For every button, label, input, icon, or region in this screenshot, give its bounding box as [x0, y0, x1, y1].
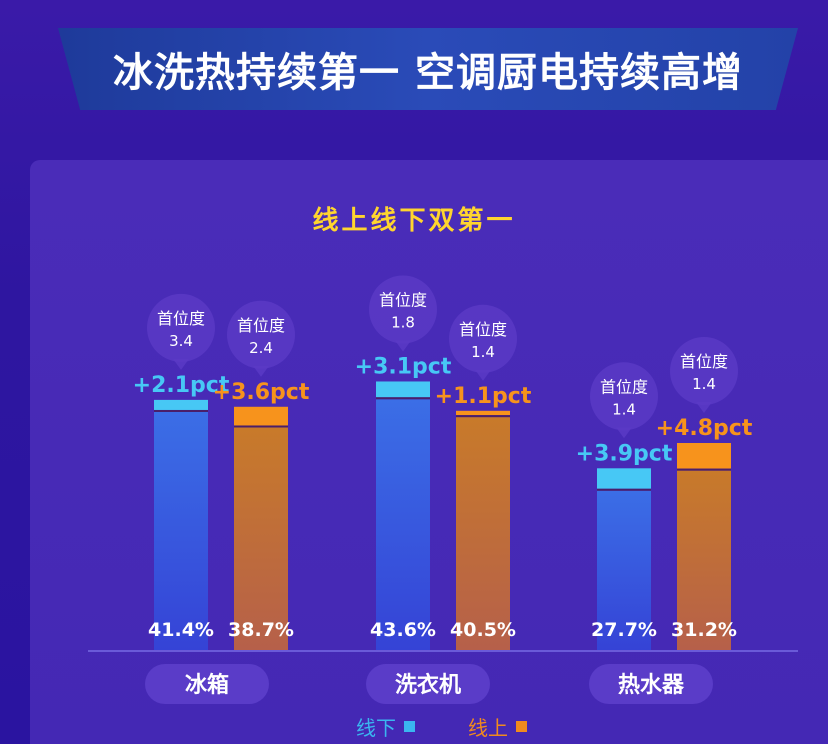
page-title: 冰洗热持续第一 空调厨电持续高增	[113, 50, 743, 96]
bar	[456, 417, 510, 650]
change-label: +4.8pct	[656, 416, 753, 441]
lead-caption: 首位度	[379, 290, 427, 309]
change-label: +1.1pct	[435, 384, 532, 409]
legend-item-online: 线上	[468, 712, 527, 741]
change-label: +2.1pct	[133, 373, 230, 398]
bar	[154, 411, 208, 650]
legend-label-online: 线上	[468, 716, 508, 740]
bar-increase	[597, 468, 651, 489]
lead-bubble-pointer	[616, 427, 632, 439]
lead-caption: 首位度	[600, 377, 648, 396]
bar	[234, 427, 288, 650]
value-label: 41.4%	[148, 619, 214, 641]
category-pill	[366, 664, 490, 704]
legend-label-offline: 线下	[356, 716, 396, 740]
lead-bubble	[227, 300, 295, 369]
lead-bubble-pointer	[173, 358, 189, 370]
legend-swatch-offline	[404, 721, 415, 732]
category-label: 洗衣机	[395, 672, 461, 698]
value-label: 38.7%	[228, 619, 294, 641]
bar-increase	[456, 410, 510, 416]
lead-caption: 首位度	[680, 352, 728, 371]
title-banner	[58, 28, 798, 110]
value-label: 43.6%	[370, 619, 436, 641]
lead-bubble	[369, 275, 437, 344]
lead-caption: 首位度	[237, 316, 285, 335]
value-label: 31.2%	[671, 619, 737, 641]
lead-value: 1.4	[471, 343, 495, 361]
lead-value: 1.4	[692, 375, 716, 393]
legend: 线下 线上	[0, 712, 828, 740]
legend-item-offline: 线下	[356, 712, 415, 741]
lead-bubble-pointer	[395, 340, 411, 352]
bar	[597, 490, 651, 650]
chart-title: 线上线下双第一	[312, 206, 516, 236]
category-pill	[589, 664, 713, 704]
lead-value: 3.4	[169, 332, 193, 350]
lead-caption: 首位度	[459, 320, 507, 339]
category-label: 冰箱	[185, 672, 229, 698]
lead-bubble-pointer	[253, 365, 269, 377]
lead-bubble	[449, 304, 517, 373]
lead-caption: 首位度	[157, 309, 205, 328]
lead-bubble	[147, 293, 215, 362]
category-label: 热水器	[618, 672, 685, 698]
bar-increase	[677, 443, 731, 469]
legend-swatch-online	[516, 721, 527, 732]
value-label: 40.5%	[450, 619, 516, 641]
lead-bubble	[670, 337, 738, 405]
lead-bubble-pointer	[696, 402, 712, 413]
lead-value: 1.4	[612, 400, 636, 418]
bar-increase	[234, 406, 288, 426]
lead-value: 1.8	[391, 313, 415, 331]
lead-bubble	[590, 362, 658, 431]
change-label: +3.9pct	[576, 441, 673, 466]
change-label: +3.1pct	[355, 354, 452, 379]
change-label: +3.6pct	[213, 380, 310, 405]
bar	[376, 399, 430, 650]
bar-increase	[376, 381, 430, 398]
value-label: 27.7%	[591, 619, 657, 641]
bar-increase	[154, 399, 208, 410]
lead-bubble-pointer	[475, 369, 491, 381]
category-pill	[145, 664, 269, 704]
lead-value: 2.4	[249, 339, 273, 357]
bar	[677, 470, 731, 650]
